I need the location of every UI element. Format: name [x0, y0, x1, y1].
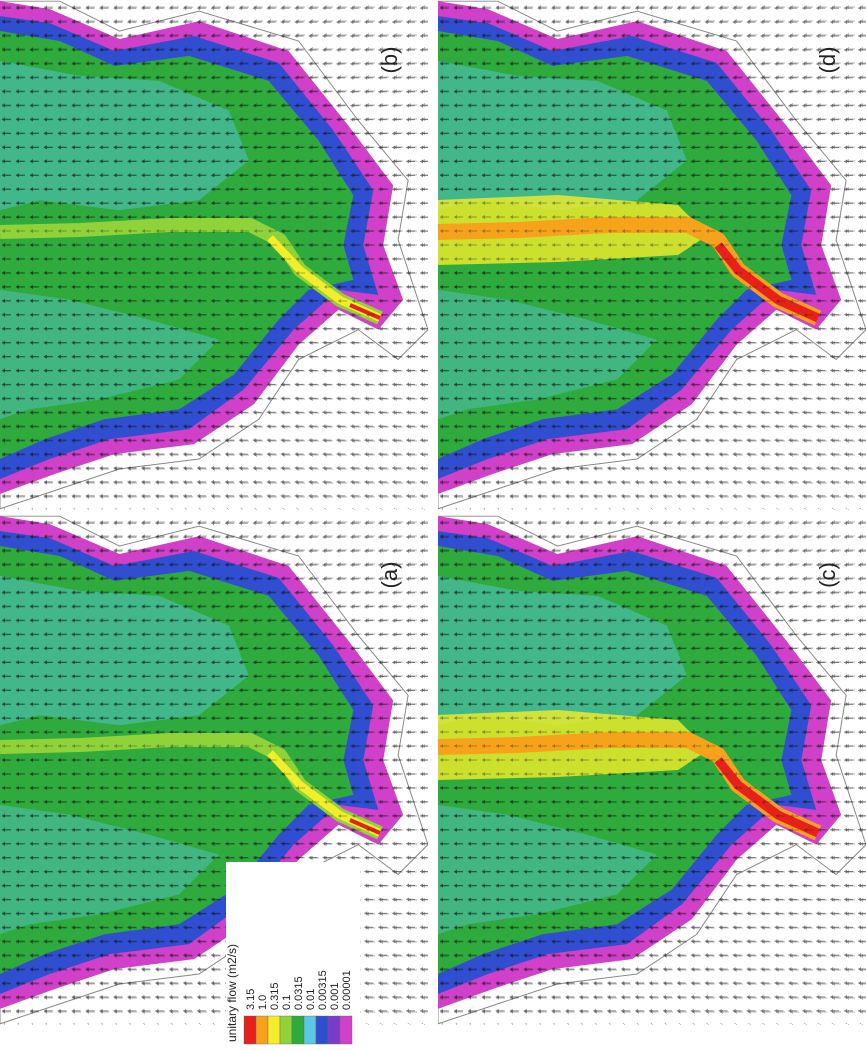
arrow-field — [438, 515, 866, 1025]
panel-label: (d) — [815, 47, 840, 74]
legend-swatch — [267, 1015, 281, 1045]
panel-label: (c) — [815, 562, 840, 588]
arrow-field — [0, 0, 428, 510]
legend-swatch — [255, 1015, 269, 1045]
legend-swatch — [291, 1015, 305, 1045]
legend-label: 0.0315 — [293, 976, 305, 1010]
legend-title: unitary flow (m2/s) — [225, 944, 239, 1042]
panel: (d) — [437, 0, 866, 510]
legend-label: 0.001 — [329, 982, 341, 1010]
legend-label: 0.1 — [281, 995, 293, 1010]
legend-label: 0.00001 — [341, 970, 353, 1010]
legend-label: 0.01 — [305, 989, 317, 1010]
legend-swatch — [279, 1015, 293, 1045]
legend-label: 3.15 — [245, 989, 257, 1010]
arrow-field — [438, 0, 866, 510]
legend-label: 0.315 — [269, 982, 281, 1010]
panel: (b) — [0, 0, 428, 510]
legend-swatch — [339, 1015, 353, 1045]
panel-label: (b) — [377, 47, 402, 74]
legend-label: 1.0 — [257, 995, 269, 1010]
legend-swatch — [327, 1015, 341, 1045]
legend: unitary flow (m2/s) 3.15 1.0 0.315 0.1 0.031… — [225, 862, 360, 1048]
panel: (c) — [437, 515, 866, 1025]
legend-swatch — [303, 1015, 317, 1045]
panel-label: (a) — [377, 562, 402, 589]
panel: (a) — [0, 515, 428, 1025]
arrow-field — [0, 515, 428, 1025]
legend-label: 0.00315 — [317, 970, 329, 1010]
legend-swatch — [315, 1015, 329, 1045]
legend-swatch — [243, 1015, 257, 1045]
